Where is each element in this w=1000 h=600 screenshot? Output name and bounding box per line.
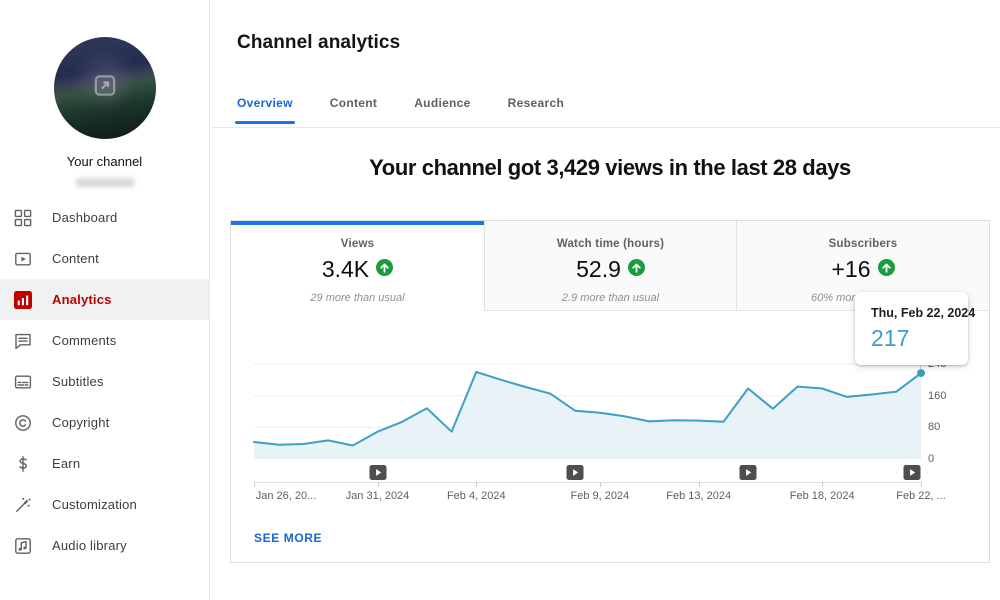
tab-content[interactable]: Content	[329, 96, 378, 110]
sidebar-item-comments[interactable]: Comments	[0, 320, 209, 361]
x-axis-date-label: Jan 31, 2024	[345, 490, 410, 502]
sidebar-item-label: Customization	[52, 497, 137, 512]
y-axis-label: 80	[928, 421, 941, 434]
analytics-tabs: Overview Content Audience Research	[235, 96, 601, 124]
headline: Your channel got 3,429 views in the last…	[369, 155, 851, 180]
sidebar-item-label: Audio library	[52, 538, 127, 553]
y-axis-label: 160	[928, 389, 947, 402]
see-more-link[interactable]: SEE MORE	[254, 531, 323, 545]
video-play-marker-icon[interactable]	[739, 465, 757, 480]
metric-card-watch-time-hours-[interactable]: Watch time (hours) 52.9 2.9 more than us…	[484, 221, 736, 311]
sidebar-item-audio-library[interactable]: Audio library	[0, 525, 209, 566]
metric-label: Watch time (hours)	[556, 238, 665, 250]
x-axis-date-label: Feb 13, 2024	[666, 490, 732, 502]
tab-overview[interactable]: Overview	[235, 96, 295, 124]
metric-value: 52.9	[576, 256, 621, 282]
sidebar-item-label: Dashboard	[52, 210, 118, 225]
sidebar-item-analytics[interactable]: Analytics	[0, 279, 209, 320]
tooltip-value: 217	[871, 325, 910, 351]
trend-up-icon	[376, 258, 394, 281]
sidebar-item-label: Analytics	[52, 292, 112, 307]
sidebar-item-label: Copyright	[52, 415, 110, 430]
x-axis-date-label: Feb 18, 2024	[789, 490, 855, 502]
sidebar-item-copyright[interactable]: Copyright	[0, 402, 209, 443]
x-axis-tick	[599, 482, 601, 487]
x-axis-date-label: Feb 9, 2024	[570, 490, 630, 502]
subtitles-icon	[14, 373, 32, 391]
channel-name-redacted	[75, 178, 134, 187]
page-title: Channel analytics	[237, 32, 401, 53]
x-axis-date-label: Feb 4, 2024	[446, 490, 506, 502]
chart-tooltip: Thu, Feb 22, 2024 217	[855, 292, 976, 365]
x-axis-tick	[254, 482, 255, 487]
dashboard-icon	[14, 209, 32, 227]
sidebar-menu: Dashboard Content Analytics Comments Subtitl…	[0, 197, 209, 566]
metric-label: Views	[340, 238, 375, 250]
metric-value: 3.4K	[321, 256, 370, 282]
metric-subtext: 2.9 more than usual	[561, 292, 660, 304]
x-axis-tick	[698, 482, 700, 487]
metric-subtext: 29 more than usual	[310, 292, 405, 304]
channel-label: Your channel	[66, 154, 143, 169]
content-icon	[14, 250, 32, 268]
channel-avatar[interactable]	[53, 37, 156, 139]
trend-up-icon	[877, 258, 895, 281]
chart-highlight-dot	[917, 369, 925, 378]
video-play-marker-icon[interactable]	[369, 465, 387, 480]
metric-value: +16	[831, 256, 871, 282]
metric-card-strip: Views 3.4K 29 more than usual Watch time…	[231, 221, 989, 311]
sidebar-item-earn[interactable]: Earn	[0, 443, 209, 484]
trend-up-icon	[627, 258, 645, 281]
metric-label: Subscribers	[828, 238, 898, 250]
x-axis-line	[254, 482, 921, 483]
sidebar-item-label: Content	[52, 251, 99, 266]
analytics-icon	[14, 290, 32, 309]
x-axis-tick	[822, 482, 824, 487]
audio-library-icon	[14, 537, 32, 555]
comments-icon	[14, 332, 32, 350]
video-play-marker-icon[interactable]	[903, 465, 921, 480]
sidebar-item-label: Earn	[52, 456, 81, 471]
sidebar-item-label: Comments	[52, 333, 117, 348]
x-axis-tick	[921, 482, 922, 487]
customization-icon	[14, 496, 32, 514]
earn-icon	[14, 455, 32, 473]
sidebar-item-customization[interactable]: Customization	[0, 484, 209, 525]
tabs-divider	[211, 127, 1000, 128]
sidebar-item-dashboard[interactable]: Dashboard	[0, 197, 209, 238]
metric-card-views[interactable]: Views 3.4K 29 more than usual	[231, 221, 484, 311]
views-area-chart[interactable]	[253, 341, 925, 459]
x-axis-tick	[476, 482, 478, 487]
sidebar-item-content[interactable]: Content	[0, 238, 209, 279]
analytics-card: Views 3.4K 29 more than usual Watch time…	[230, 220, 990, 563]
video-play-marker-icon[interactable]	[566, 465, 584, 480]
x-axis-date-label: Jan 26, 20...	[255, 490, 317, 502]
y-axis-label: 0	[928, 453, 935, 465]
tooltip-date: Thu, Feb 22, 2024	[871, 306, 976, 320]
sidebar-item-subtitles[interactable]: Subtitles	[0, 361, 209, 402]
sidebar-item-label: Subtitles	[52, 374, 104, 389]
x-axis-date-label: Feb 22, ...	[896, 490, 946, 502]
launch-icon	[92, 73, 118, 104]
copyright-icon	[14, 414, 32, 432]
tab-audience[interactable]: Audience	[414, 96, 471, 110]
tab-research[interactable]: Research	[507, 96, 565, 110]
x-axis-tick	[377, 482, 379, 487]
sidebar: Your channel Dashboard Content Analytics Co…	[0, 0, 210, 600]
